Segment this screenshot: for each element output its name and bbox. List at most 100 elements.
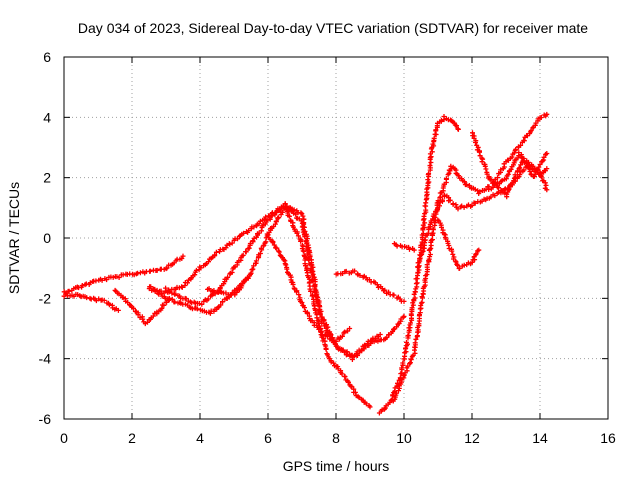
data-point [299, 224, 305, 230]
data-point [206, 259, 211, 265]
data-point [164, 265, 170, 271]
data-point [299, 300, 305, 305]
data-point [456, 173, 462, 179]
data-point [172, 291, 178, 297]
data-point [343, 268, 349, 274]
data-point [314, 315, 320, 321]
data-point [357, 273, 363, 278]
data-point [476, 247, 482, 253]
x-tick-label: 12 [464, 430, 480, 446]
data-point [355, 353, 360, 358]
data-point [461, 262, 467, 268]
data-point [213, 249, 219, 255]
y-tick-label: 4 [43, 109, 51, 125]
y-tick-label: -4 [39, 351, 52, 367]
data-point [442, 192, 447, 198]
data-point [461, 204, 467, 210]
data-point [427, 252, 433, 257]
data-point [409, 305, 415, 311]
data-point [441, 231, 447, 237]
data-point [229, 270, 235, 275]
data-point [294, 289, 299, 295]
data-point [430, 216, 436, 222]
data-point [367, 404, 373, 410]
data-point [339, 371, 345, 377]
data-point [347, 326, 353, 331]
data-point [519, 154, 524, 160]
data-point [457, 265, 463, 271]
data-point [439, 224, 444, 230]
data-point [401, 298, 407, 304]
data-point [116, 275, 122, 280]
data-point [435, 217, 441, 223]
y-tick-label: 6 [43, 49, 51, 65]
data-point [479, 159, 485, 165]
x-tick-label: 6 [264, 430, 272, 446]
data-point [166, 289, 172, 295]
data-point [393, 390, 399, 396]
data-point [341, 330, 347, 336]
data-point [265, 232, 271, 238]
data-point [298, 238, 304, 244]
data-point [473, 140, 478, 145]
data-point [342, 329, 348, 335]
series-track-7 [205, 274, 251, 298]
data-point [120, 272, 126, 278]
data-point [205, 296, 211, 302]
data-point [158, 291, 164, 297]
x-tick-label: 16 [600, 430, 616, 446]
series-track-16 [490, 111, 550, 186]
y-axis-label: SDTVAR / TECUs [6, 182, 22, 294]
data-point [401, 313, 407, 319]
data-point [248, 270, 254, 276]
data-point [279, 209, 285, 215]
data-point [290, 282, 296, 287]
data-point [207, 310, 213, 316]
data-point [412, 295, 418, 301]
series-track-5 [147, 205, 373, 410]
data-point [422, 203, 428, 209]
data-point [283, 262, 289, 268]
data-point [251, 263, 257, 269]
data-point [346, 379, 351, 385]
data-point [439, 117, 444, 123]
data-point [516, 150, 522, 156]
data-point [241, 230, 247, 236]
data-point [430, 237, 435, 243]
series-track-14 [435, 217, 482, 271]
data-point [528, 128, 534, 133]
data-point [425, 177, 431, 183]
data-point [431, 135, 437, 141]
data-point [257, 251, 263, 256]
data-point [196, 301, 202, 306]
data-point [333, 339, 339, 344]
series-track-1 [61, 253, 186, 296]
data-point [427, 163, 433, 168]
data-point [422, 237, 428, 243]
plot-frame [63, 56, 609, 420]
data-point [194, 306, 200, 312]
data-point [93, 278, 99, 284]
data-point [449, 248, 455, 254]
data-point [447, 197, 453, 203]
data-point [516, 166, 522, 172]
data-point [229, 240, 235, 246]
data-point [310, 279, 316, 284]
data-point [521, 138, 527, 144]
data-point [296, 292, 302, 298]
data-point [541, 154, 547, 160]
y-tick-label: -2 [39, 290, 52, 306]
series-track-12 [415, 162, 550, 270]
data-point [131, 305, 136, 311]
data-point [414, 280, 420, 286]
data-point [363, 401, 369, 407]
data-point [339, 333, 345, 339]
data-point [530, 125, 536, 131]
data-point [66, 288, 72, 294]
data-point [215, 305, 221, 310]
data-point [517, 172, 523, 178]
data-point [400, 314, 406, 320]
data-point [271, 242, 277, 248]
data-point [426, 171, 432, 177]
